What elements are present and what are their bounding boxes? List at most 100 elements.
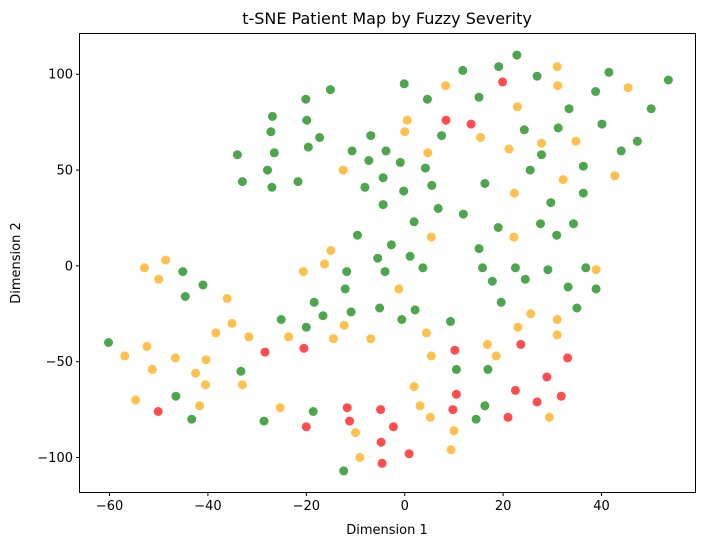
orange-point: [610, 171, 620, 181]
green-point: [563, 282, 573, 292]
green-point: [519, 125, 529, 135]
green-point: [187, 414, 197, 424]
red-point: [377, 458, 387, 468]
green-point: [512, 50, 522, 60]
green-point: [381, 146, 391, 156]
red-point: [448, 405, 458, 415]
green-point: [616, 146, 626, 156]
green-point: [581, 263, 591, 273]
green-point: [267, 182, 277, 192]
green-point: [301, 94, 311, 104]
orange-point: [339, 320, 349, 330]
y-axis-label: Dimension 2: [9, 222, 24, 304]
green-point: [399, 186, 409, 196]
orange-point: [170, 353, 180, 363]
orange-point: [191, 368, 201, 378]
green-point: [397, 315, 407, 324]
chart-title: t-SNE Patient Map by Fuzzy Severity: [242, 9, 532, 28]
green-point: [342, 267, 352, 277]
orange-point: [298, 267, 308, 277]
orange-point: [509, 232, 519, 242]
orange-point: [140, 263, 149, 273]
orange-point: [426, 351, 436, 361]
green-point: [366, 131, 376, 141]
green-point: [375, 303, 385, 313]
green-point: [386, 240, 396, 250]
orange-point: [482, 339, 492, 349]
x-tick-label: −40: [194, 499, 221, 514]
green-point: [552, 230, 562, 240]
green-point: [496, 297, 506, 307]
green-point: [646, 104, 656, 114]
orange-point: [142, 341, 152, 351]
orange-point: [552, 62, 562, 72]
green-point: [493, 223, 503, 232]
red-point: [301, 422, 311, 432]
orange-point: [351, 428, 360, 438]
orange-point: [558, 175, 568, 185]
red-point: [532, 397, 542, 407]
green-point: [293, 177, 303, 187]
green-point: [597, 119, 607, 129]
orange-point: [211, 328, 221, 338]
orange-point: [441, 81, 451, 91]
green-point: [104, 338, 113, 347]
green-point: [578, 161, 588, 171]
green-point: [346, 307, 356, 317]
green-point: [494, 62, 504, 72]
green-point: [591, 87, 601, 96]
green-point: [604, 67, 614, 77]
green-point: [480, 401, 490, 411]
green-point: [269, 148, 279, 158]
orange-point: [227, 318, 237, 328]
red-point: [516, 339, 526, 349]
orange-point: [552, 330, 562, 340]
green-point: [572, 303, 582, 313]
x-axis-label: Dimension 1: [346, 523, 428, 538]
red-point: [345, 416, 355, 426]
x-axis-ticks: −60 −40 −20 0 20 40: [96, 492, 610, 514]
orange-point: [512, 102, 522, 112]
red-point: [153, 407, 163, 416]
red-point: [450, 345, 460, 355]
green-point: [451, 364, 461, 374]
green-point: [510, 263, 520, 273]
red-point: [466, 119, 476, 129]
green-point: [309, 297, 319, 307]
green-point: [405, 251, 415, 261]
x-tick-label: 40: [593, 499, 610, 514]
red-point: [556, 391, 566, 401]
green-point: [364, 156, 374, 165]
green-point: [180, 292, 190, 301]
orange-point: [237, 380, 247, 390]
orange-point: [623, 83, 633, 93]
green-point: [474, 92, 484, 102]
orange-point: [244, 332, 254, 342]
green-point: [446, 316, 455, 326]
orange-point: [147, 364, 157, 374]
orange-point: [201, 355, 211, 365]
orange-point: [120, 351, 130, 361]
green-point: [536, 219, 545, 229]
orange-point: [446, 445, 456, 455]
green-point: [632, 136, 642, 146]
red-point: [451, 389, 461, 399]
red-point: [342, 403, 352, 413]
green-point: [303, 142, 313, 152]
red-point: [563, 353, 573, 363]
y-tick-label: 50: [56, 164, 73, 179]
y-tick-label: −50: [46, 355, 73, 370]
orange-point: [553, 81, 563, 91]
x-tick-label: −20: [293, 499, 320, 514]
green-point: [399, 79, 409, 89]
orange-point: [284, 332, 294, 342]
green-point: [237, 177, 247, 187]
orange-point: [449, 426, 459, 436]
orange-point: [409, 382, 419, 392]
green-point: [520, 274, 530, 284]
orange-point: [154, 274, 164, 284]
orange-point: [509, 188, 519, 198]
red-point: [376, 405, 386, 415]
orange-point: [504, 144, 514, 154]
